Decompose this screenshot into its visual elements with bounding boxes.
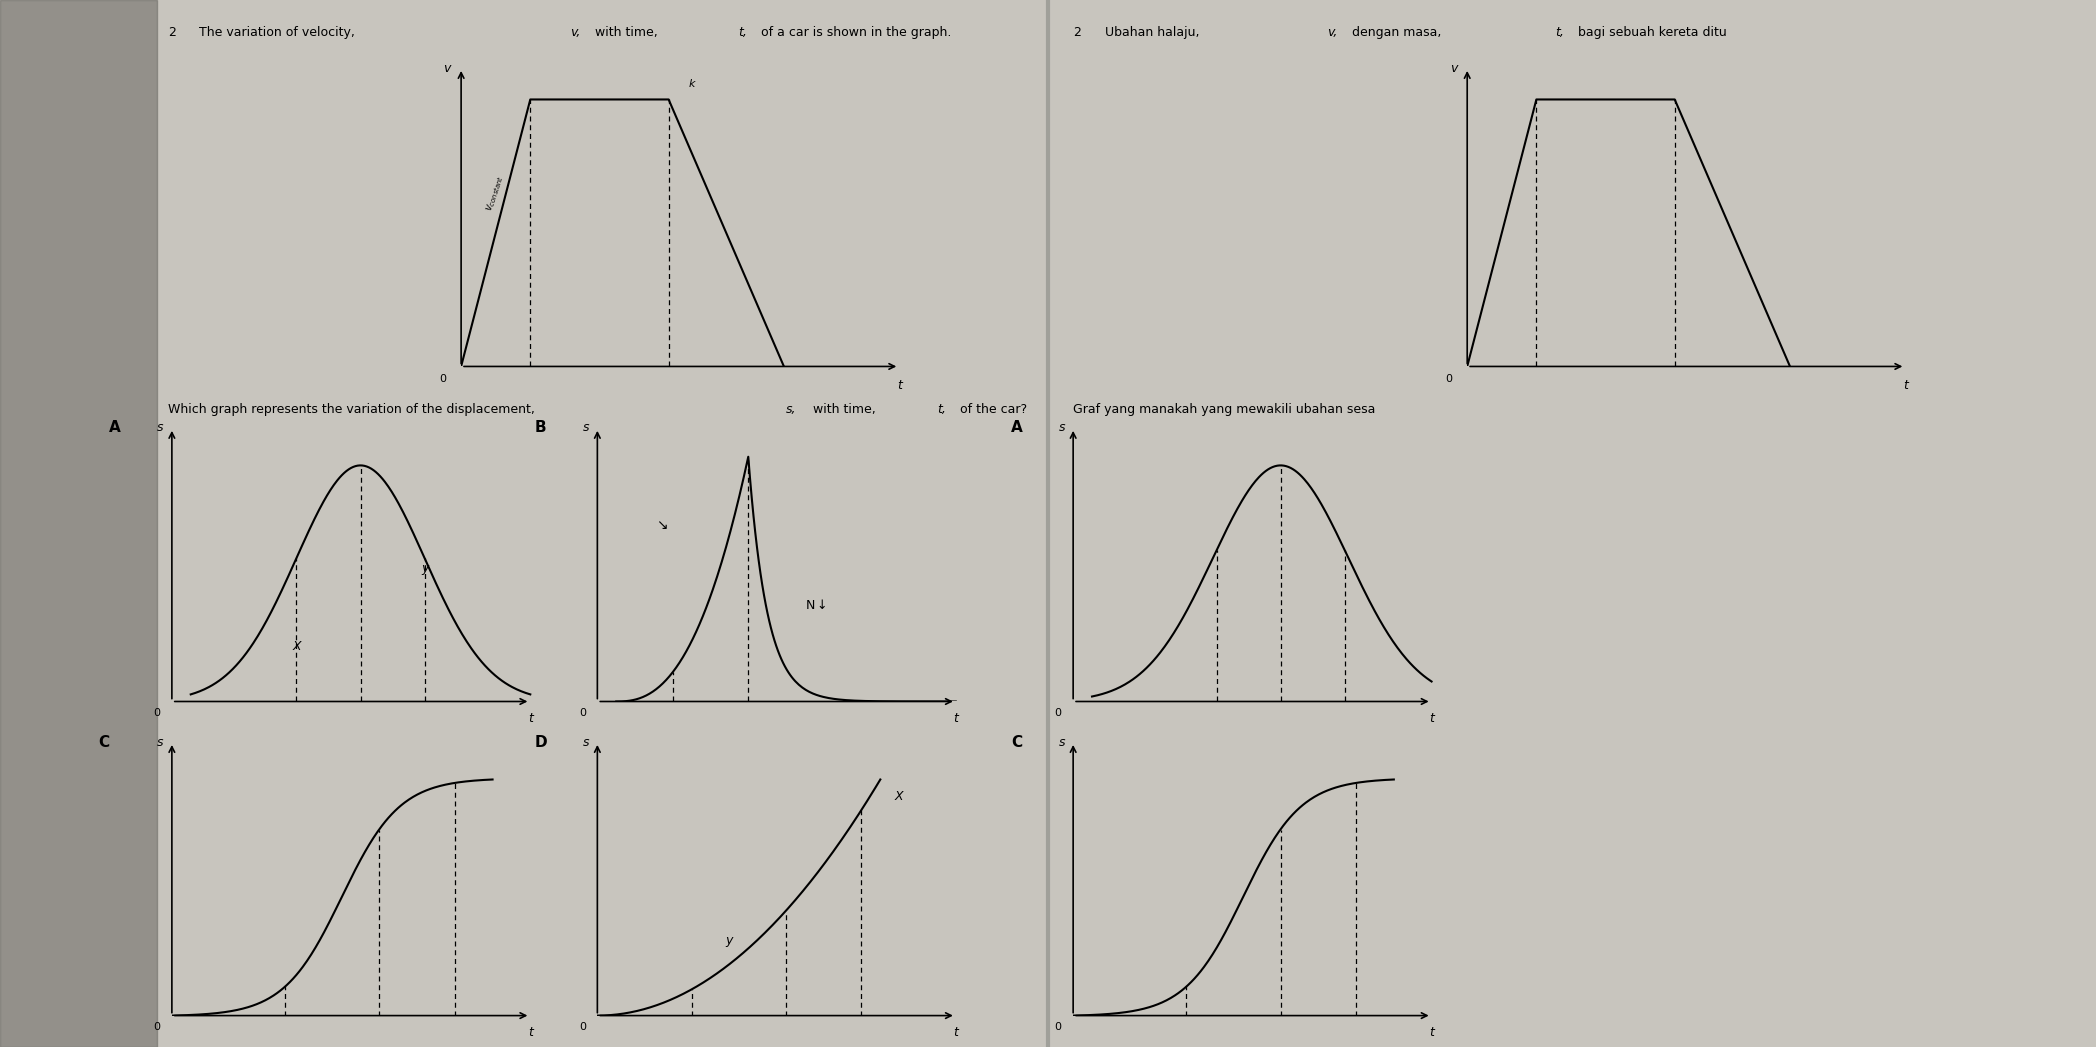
Text: t: t (528, 712, 532, 726)
Text: with time,: with time, (813, 403, 876, 416)
Text: A: A (109, 421, 122, 436)
Text: t,: t, (738, 26, 746, 39)
Text: 0: 0 (1054, 708, 1061, 718)
Text: t: t (954, 712, 958, 726)
Text: $v_{constant}$: $v_{constant}$ (484, 174, 507, 214)
Text: 0: 0 (1446, 374, 1453, 384)
Text: Ubahan halaju,: Ubahan halaju, (1105, 26, 1199, 39)
Text: 0: 0 (1054, 1022, 1061, 1032)
Text: t,: t, (937, 403, 945, 416)
Bar (0, 0, 157, 1047)
Text: $\searrow$: $\searrow$ (654, 517, 669, 532)
Text: s: s (157, 422, 163, 435)
Text: v,: v, (570, 26, 581, 39)
Text: s,: s, (786, 403, 796, 416)
Text: t,: t, (1555, 26, 1564, 39)
Text: B: B (534, 421, 547, 436)
Text: N$\downarrow$: N$\downarrow$ (805, 598, 826, 612)
Text: t: t (1429, 1026, 1434, 1040)
Text: 0: 0 (578, 708, 585, 718)
Text: s: s (1058, 736, 1065, 749)
Text: of a car is shown in the graph.: of a car is shown in the graph. (761, 26, 952, 39)
Text: D: D (534, 735, 547, 750)
Text: s: s (583, 422, 589, 435)
Text: A: A (1010, 421, 1023, 436)
Text: t: t (897, 379, 901, 392)
Text: v: v (1450, 62, 1457, 74)
Text: k: k (687, 79, 696, 89)
Text: C: C (99, 735, 109, 750)
Text: of the car?: of the car? (960, 403, 1027, 416)
Text: The variation of velocity,: The variation of velocity, (199, 26, 354, 39)
Text: 0: 0 (578, 1022, 585, 1032)
Text: t: t (528, 1026, 532, 1040)
Text: X: X (291, 640, 300, 652)
Text: s: s (583, 736, 589, 749)
Text: y: y (725, 934, 734, 946)
Text: 2: 2 (1073, 26, 1082, 39)
Text: bagi sebuah kereta ditu: bagi sebuah kereta ditu (1578, 26, 1727, 39)
Text: 0: 0 (440, 374, 446, 384)
Text: s: s (1058, 422, 1065, 435)
Text: v: v (444, 62, 451, 74)
Text: with time,: with time, (595, 26, 658, 39)
Text: 0: 0 (153, 708, 159, 718)
Text: dengan masa,: dengan masa, (1352, 26, 1442, 39)
Text: y: y (421, 562, 428, 575)
Text: C: C (1010, 735, 1023, 750)
Text: s: s (157, 736, 163, 749)
Text: v,: v, (1327, 26, 1337, 39)
Text: t: t (1903, 379, 1907, 392)
Text: Graf yang manakah yang mewakili ubahan sesa: Graf yang manakah yang mewakili ubahan s… (1073, 403, 1375, 416)
Text: 0: 0 (153, 1022, 159, 1032)
Text: 2: 2 (168, 26, 176, 39)
Text: t: t (1429, 712, 1434, 726)
Text: Which graph represents the variation of the displacement,: Which graph represents the variation of … (168, 403, 534, 416)
Text: t: t (954, 1026, 958, 1040)
Text: X: X (895, 789, 903, 803)
